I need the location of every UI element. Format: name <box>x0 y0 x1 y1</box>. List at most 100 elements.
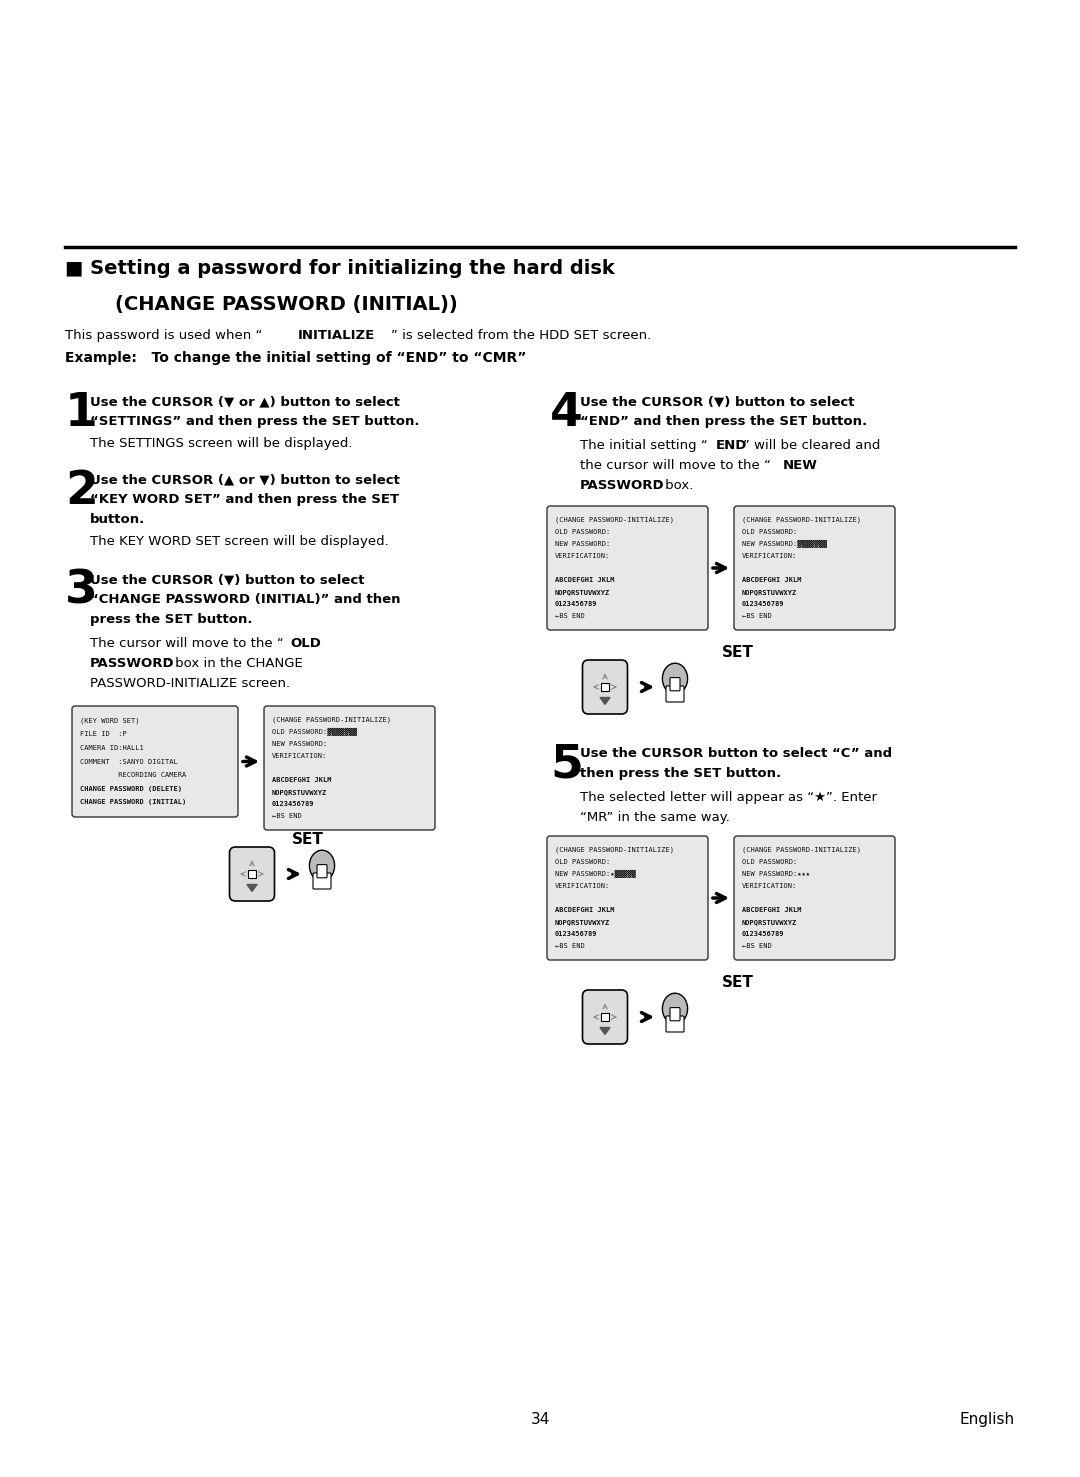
FancyBboxPatch shape <box>582 990 627 1044</box>
FancyBboxPatch shape <box>247 870 256 879</box>
Text: CHANGE PASSWORD (INITIAL): CHANGE PASSWORD (INITIAL) <box>80 799 186 805</box>
FancyBboxPatch shape <box>670 1007 680 1021</box>
Text: ←BS END: ←BS END <box>272 812 301 820</box>
Text: ” is selected from the HDD SET screen.: ” is selected from the HDD SET screen. <box>391 329 651 343</box>
Text: Use the CURSOR (▲ or ▼) button to select: Use the CURSOR (▲ or ▼) button to select <box>90 473 400 486</box>
Text: PASSWORD-INITIALIZE screen.: PASSWORD-INITIALIZE screen. <box>90 676 291 690</box>
Text: the cursor will move to the “: the cursor will move to the “ <box>580 459 771 473</box>
FancyBboxPatch shape <box>318 864 327 877</box>
Text: NOPQRSTUVWXYZ: NOPQRSTUVWXYZ <box>742 919 797 925</box>
Text: NEW PASSWORD:▓▓▓▓▓▓▓: NEW PASSWORD:▓▓▓▓▓▓▓ <box>742 541 827 548</box>
Text: OLD PASSWORD:: OLD PASSWORD: <box>555 529 610 535</box>
Text: NOPQRSTUVWXYZ: NOPQRSTUVWXYZ <box>555 589 610 595</box>
Text: Use the CURSOR button to select “C” and: Use the CURSOR button to select “C” and <box>580 747 892 761</box>
Text: ” will be cleared and: ” will be cleared and <box>743 439 880 452</box>
Text: button.: button. <box>90 513 145 526</box>
FancyBboxPatch shape <box>546 507 708 631</box>
Text: SET: SET <box>723 645 754 660</box>
Text: NOPQRSTUVWXYZ: NOPQRSTUVWXYZ <box>742 589 797 595</box>
Text: ABCDEFGHI JKLM: ABCDEFGHI JKLM <box>555 907 615 913</box>
Text: Use the CURSOR (▼) button to select: Use the CURSOR (▼) button to select <box>90 573 365 586</box>
Text: (CHANGE PASSWORD-INITIALIZE): (CHANGE PASSWORD-INITIALIZE) <box>742 517 861 523</box>
FancyBboxPatch shape <box>666 685 684 702</box>
Ellipse shape <box>662 993 688 1024</box>
Text: FILE ID  :P: FILE ID :P <box>80 731 126 737</box>
Text: ←BS END: ←BS END <box>742 942 772 950</box>
Text: VERIFICATION:: VERIFICATION: <box>555 883 610 889</box>
Text: PASSWORD: PASSWORD <box>580 479 664 492</box>
FancyBboxPatch shape <box>72 706 238 817</box>
Text: OLD PASSWORD:: OLD PASSWORD: <box>555 860 610 866</box>
FancyBboxPatch shape <box>582 660 627 713</box>
Text: COMMENT  :SANYO DIGITAL: COMMENT :SANYO DIGITAL <box>80 759 178 765</box>
Text: NEW PASSWORD:: NEW PASSWORD: <box>272 741 327 747</box>
Text: ■ Setting a password for initializing the hard disk: ■ Setting a password for initializing th… <box>65 258 615 278</box>
FancyBboxPatch shape <box>600 1013 609 1021</box>
Text: ” box.: ” box. <box>654 479 693 492</box>
Text: ” box in the CHANGE: ” box in the CHANGE <box>164 657 302 671</box>
Ellipse shape <box>662 663 688 694</box>
FancyBboxPatch shape <box>313 873 330 889</box>
Text: “KEY WORD SET” and then press the SET: “KEY WORD SET” and then press the SET <box>90 493 400 507</box>
Text: 5: 5 <box>550 743 583 789</box>
FancyBboxPatch shape <box>229 846 274 901</box>
Text: 0123456789: 0123456789 <box>272 801 314 806</box>
Text: Use the CURSOR (▼ or ▲) button to select: Use the CURSOR (▼ or ▲) button to select <box>90 394 400 408</box>
Text: OLD PASSWORD:: OLD PASSWORD: <box>742 860 797 866</box>
Text: VERIFICATION:: VERIFICATION: <box>555 552 610 558</box>
Text: CHANGE PASSWORD (DELETE): CHANGE PASSWORD (DELETE) <box>80 786 183 792</box>
Text: RECORDING CAMERA: RECORDING CAMERA <box>80 772 186 778</box>
Text: (CHANGE PASSWORD-INITIALIZE): (CHANGE PASSWORD-INITIALIZE) <box>555 846 674 854</box>
Text: “SETTINGS” and then press the SET button.: “SETTINGS” and then press the SET button… <box>90 415 419 428</box>
Text: 2: 2 <box>65 470 98 514</box>
Text: press the SET button.: press the SET button. <box>90 613 253 626</box>
Text: Example:   To change the initial setting of “END” to “CMR”: Example: To change the initial setting o… <box>65 352 526 365</box>
Text: NOPQRSTUVWXYZ: NOPQRSTUVWXYZ <box>272 789 327 795</box>
Text: INITIALIZE: INITIALIZE <box>298 329 375 343</box>
Text: (KEY WORD SET): (KEY WORD SET) <box>80 718 139 724</box>
Text: Use the CURSOR (▼) button to select: Use the CURSOR (▼) button to select <box>580 394 854 408</box>
Text: ←BS END: ←BS END <box>555 613 584 619</box>
Text: The selected letter will appear as “★”. Enter: The selected letter will appear as “★”. … <box>580 792 877 803</box>
Text: END: END <box>716 439 747 452</box>
Text: CAMERA ID:HALL1: CAMERA ID:HALL1 <box>80 744 144 750</box>
Text: OLD: OLD <box>291 637 321 650</box>
Text: English: English <box>960 1412 1015 1427</box>
Text: “MR” in the same way.: “MR” in the same way. <box>580 811 730 824</box>
Text: OLD PASSWORD:▓▓▓▓▓▓▓: OLD PASSWORD:▓▓▓▓▓▓▓ <box>272 728 357 736</box>
Text: ←BS END: ←BS END <box>742 613 772 619</box>
Text: (CHANGE PASSWORD-INITIALIZE): (CHANGE PASSWORD-INITIALIZE) <box>742 846 861 854</box>
Text: “CHANGE PASSWORD (INITIAL)” and then: “CHANGE PASSWORD (INITIAL)” and then <box>90 592 401 606</box>
Text: (CHANGE PASSWORD-INITIALIZE): (CHANGE PASSWORD-INITIALIZE) <box>555 517 674 523</box>
FancyBboxPatch shape <box>264 706 435 830</box>
Text: 0123456789: 0123456789 <box>555 601 597 607</box>
Text: NEW PASSWORD:: NEW PASSWORD: <box>555 541 610 546</box>
Text: (CHANGE PASSWORD-INITIALIZE): (CHANGE PASSWORD-INITIALIZE) <box>272 716 391 724</box>
Text: 34: 34 <box>530 1412 550 1427</box>
Text: SET: SET <box>292 832 324 846</box>
Text: 0123456789: 0123456789 <box>555 931 597 936</box>
Text: NEW: NEW <box>783 459 818 473</box>
FancyBboxPatch shape <box>600 682 609 691</box>
Text: ABCDEFGHI JKLM: ABCDEFGHI JKLM <box>555 578 615 583</box>
Text: VERIFICATION:: VERIFICATION: <box>272 753 327 759</box>
Text: VERIFICATION:: VERIFICATION: <box>742 552 797 558</box>
Polygon shape <box>600 1028 610 1034</box>
Text: SET: SET <box>723 975 754 990</box>
Text: NEW PASSWORD:★★★: NEW PASSWORD:★★★ <box>742 871 810 877</box>
Text: 0123456789: 0123456789 <box>742 601 784 607</box>
Text: OLD PASSWORD:: OLD PASSWORD: <box>742 529 797 535</box>
Text: The KEY WORD SET screen will be displayed.: The KEY WORD SET screen will be displaye… <box>90 535 389 548</box>
Text: ABCDEFGHI JKLM: ABCDEFGHI JKLM <box>742 578 801 583</box>
Text: 3: 3 <box>65 569 98 614</box>
Text: PASSWORD: PASSWORD <box>90 657 175 671</box>
FancyBboxPatch shape <box>734 836 895 960</box>
Text: NOPQRSTUVWXYZ: NOPQRSTUVWXYZ <box>555 919 610 925</box>
Text: This password is used when “: This password is used when “ <box>65 329 262 343</box>
Text: 4: 4 <box>550 391 583 436</box>
Ellipse shape <box>309 851 335 880</box>
Text: The initial setting “: The initial setting “ <box>580 439 707 452</box>
Text: ←BS END: ←BS END <box>555 942 584 950</box>
FancyBboxPatch shape <box>670 678 680 691</box>
Text: then press the SET button.: then press the SET button. <box>580 767 781 780</box>
